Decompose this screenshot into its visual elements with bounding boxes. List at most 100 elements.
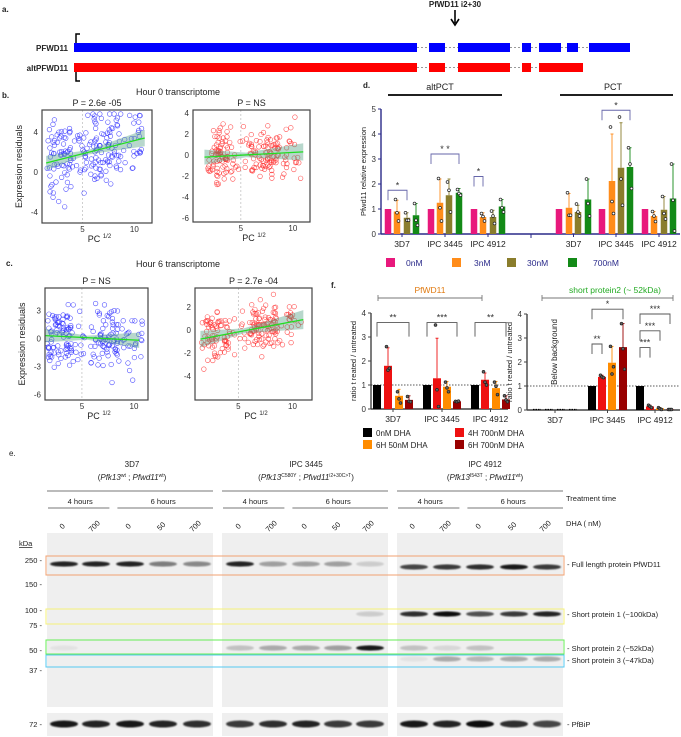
scatter-point bbox=[49, 354, 55, 360]
scatter-point bbox=[114, 352, 120, 358]
scatter-point bbox=[67, 145, 74, 151]
y-tick-label: 4 bbox=[518, 310, 523, 319]
scatter-point bbox=[273, 154, 279, 160]
scatter-point bbox=[239, 321, 245, 327]
x-axis-label-sup: 1/2 bbox=[257, 233, 266, 239]
scatter-point bbox=[269, 167, 275, 174]
scatter-point bbox=[133, 340, 139, 347]
scatter-point bbox=[264, 139, 270, 145]
scatter-point bbox=[249, 168, 256, 174]
scatter-point bbox=[101, 344, 107, 350]
protein-band bbox=[500, 611, 528, 617]
scatter-point bbox=[99, 350, 105, 356]
scatter-point bbox=[213, 353, 219, 359]
data-point bbox=[494, 384, 498, 388]
scatter-point bbox=[291, 304, 297, 310]
scatter-point bbox=[58, 128, 65, 135]
protein-band bbox=[533, 656, 561, 662]
scatter-point bbox=[209, 315, 215, 321]
data-point bbox=[433, 323, 438, 327]
scatter-point bbox=[252, 148, 258, 154]
protein-band bbox=[466, 645, 494, 651]
genotype-g2: Pfwd11 bbox=[303, 473, 329, 482]
scatter-point bbox=[113, 330, 119, 336]
x-tick-label: 10 bbox=[288, 224, 297, 233]
scatter-c1 bbox=[44, 287, 149, 401]
significance-bracket bbox=[430, 153, 460, 164]
scatter-point bbox=[47, 145, 53, 151]
scatter-point bbox=[45, 354, 52, 360]
y-tick-label: 0 bbox=[37, 334, 42, 343]
scatter-point bbox=[247, 150, 253, 156]
scatter-point bbox=[131, 120, 137, 126]
legend-swatch bbox=[363, 428, 372, 437]
genotype-punct: ) bbox=[164, 473, 167, 482]
scatter-point bbox=[247, 330, 253, 336]
scatter-point bbox=[269, 175, 275, 181]
scatter-point bbox=[65, 342, 72, 348]
x-tick-label: IPC 4912 bbox=[641, 239, 677, 249]
data-point bbox=[492, 380, 497, 384]
protein-band bbox=[433, 720, 461, 728]
x-tick-label: 3D7 bbox=[394, 239, 410, 249]
protein-band bbox=[149, 720, 177, 728]
scatter-point bbox=[107, 162, 113, 169]
scatter-point bbox=[206, 168, 213, 174]
scatter-point bbox=[48, 328, 55, 334]
scatter-point bbox=[91, 116, 97, 122]
bar bbox=[502, 399, 510, 409]
scatter-point bbox=[54, 329, 60, 336]
scatter-point bbox=[256, 315, 263, 321]
scatter-point bbox=[270, 291, 277, 297]
scatter-point bbox=[49, 336, 55, 343]
bar bbox=[608, 362, 616, 410]
scatter-point bbox=[275, 340, 281, 346]
scatter-point bbox=[257, 155, 263, 161]
bar bbox=[453, 401, 461, 409]
scatter-point bbox=[48, 183, 54, 189]
scatter-point bbox=[49, 182, 55, 188]
protein-band bbox=[356, 720, 384, 728]
scatter-point bbox=[62, 204, 68, 210]
significance-label: *** bbox=[650, 304, 661, 314]
band-label: - Full length protein PfWD11 bbox=[567, 560, 661, 569]
mw-marker: 150 - bbox=[25, 580, 43, 589]
significance-label: * bbox=[477, 167, 481, 177]
scatter-point bbox=[281, 171, 287, 177]
scatter-point bbox=[105, 152, 112, 158]
scatter-point bbox=[258, 156, 264, 162]
scatter-point bbox=[49, 134, 55, 140]
significance-bracket bbox=[474, 322, 507, 337]
scatter-point bbox=[54, 327, 60, 333]
mw-marker: 72 - bbox=[29, 720, 42, 729]
scatter-point bbox=[209, 344, 215, 350]
significance-bracket bbox=[591, 343, 603, 354]
data-point bbox=[662, 211, 666, 216]
scatter-point bbox=[228, 124, 234, 130]
scatter-point bbox=[63, 330, 69, 336]
band-label: - PfBiP bbox=[567, 720, 590, 729]
bar bbox=[598, 376, 606, 410]
data-point bbox=[414, 218, 418, 223]
scatter-point bbox=[64, 161, 70, 167]
data-point bbox=[498, 197, 503, 202]
scatter-point bbox=[95, 157, 102, 163]
plot-frame bbox=[194, 287, 313, 401]
bar bbox=[384, 209, 392, 234]
scatter-point bbox=[68, 341, 74, 347]
panel-label-d: d. bbox=[363, 81, 370, 90]
scatter-point bbox=[119, 326, 125, 332]
bar bbox=[650, 216, 658, 234]
section-label: PCT bbox=[604, 82, 623, 92]
genotype-s1: I543T bbox=[470, 473, 483, 479]
data-point bbox=[492, 221, 497, 226]
lane-label: 0 bbox=[234, 522, 243, 531]
scatter-point bbox=[98, 115, 104, 121]
scatter-point bbox=[103, 157, 109, 163]
y-tick-label: -6 bbox=[182, 214, 190, 223]
scatter-point bbox=[256, 336, 262, 343]
scatter-point bbox=[279, 174, 286, 180]
protein-band bbox=[183, 561, 211, 567]
x-tick-label: 10 bbox=[288, 402, 297, 411]
scatter-point bbox=[116, 138, 122, 144]
